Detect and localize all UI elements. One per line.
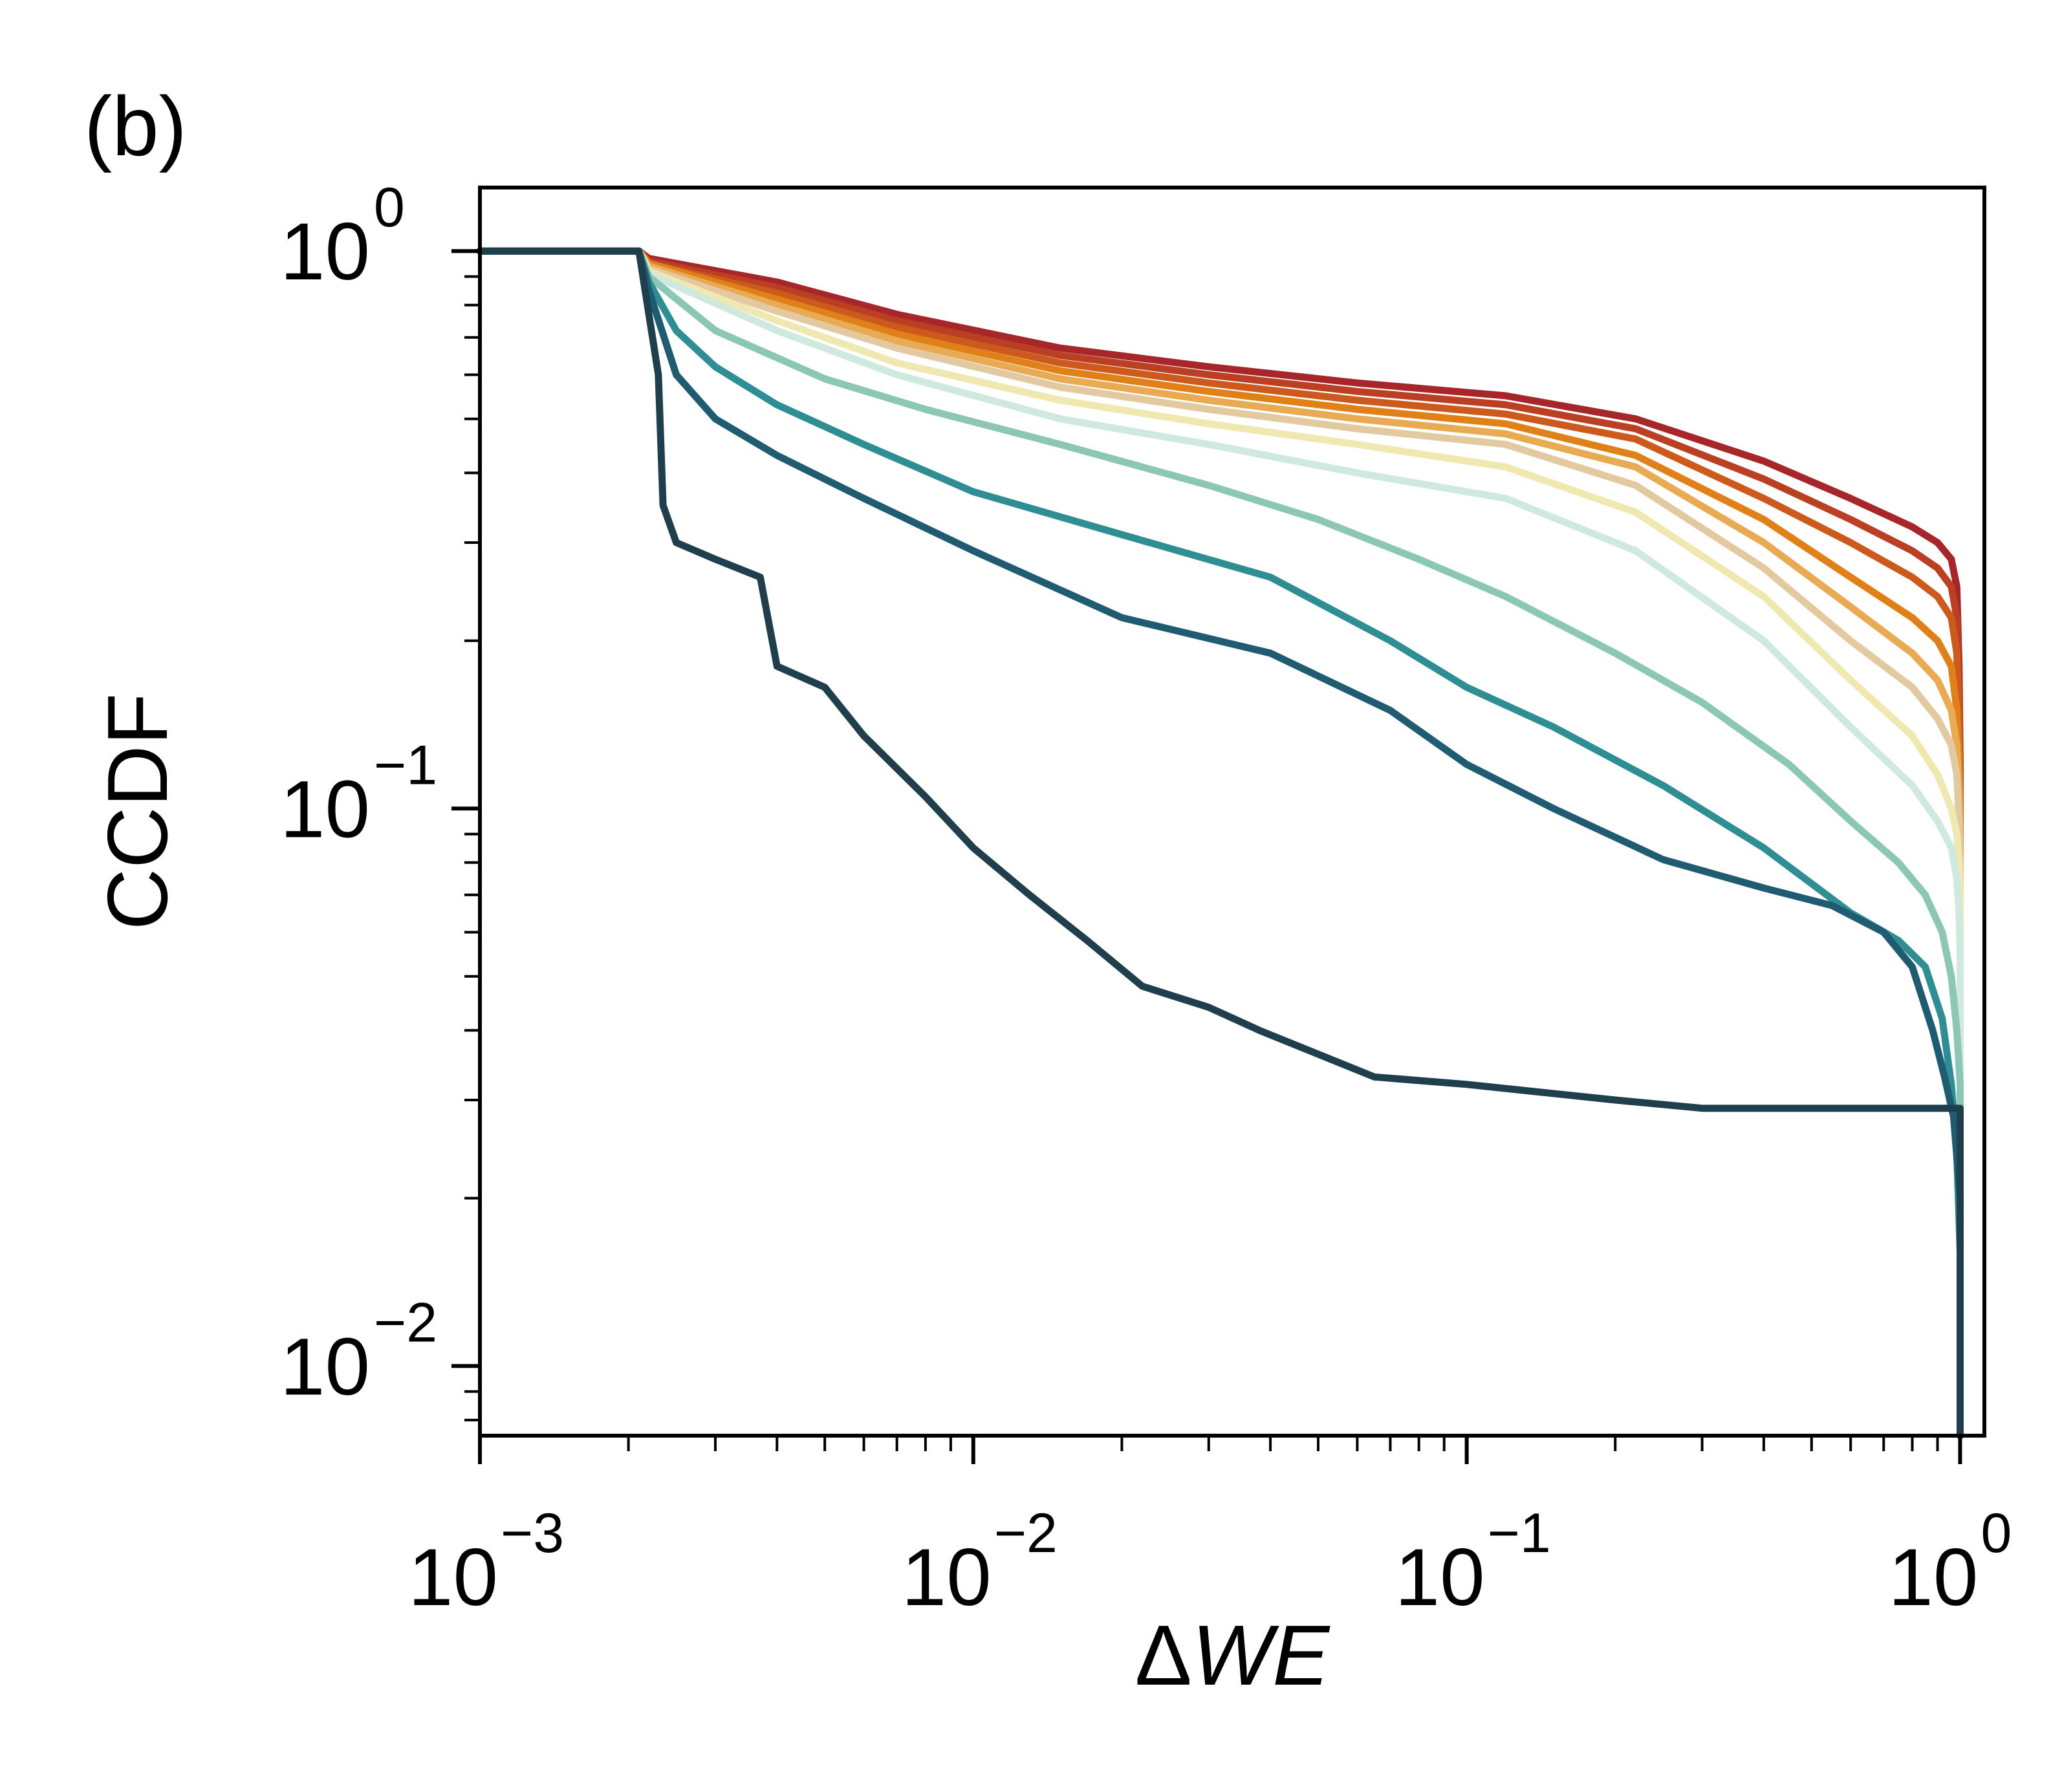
x-tick-label: 10 [1888,1533,1978,1623]
x-axis-title-delta: Δ [1135,1608,1192,1703]
series-line-8 [476,247,1964,1440]
series-line-11 [476,247,1964,1440]
series-line-1 [476,247,1964,1440]
panel-label: (b) [84,79,187,173]
series-line-7 [476,247,1964,1440]
x-axis-title: ΔWE [1135,1608,1331,1703]
x-tick-exponent: −3 [501,1502,564,1564]
x-tick-exponent: −2 [994,1502,1058,1564]
axes-frame [478,186,1986,1438]
series-layer [476,247,1964,1440]
series-line-12 [476,247,1964,1440]
x-tick-label: 10 [1395,1533,1485,1623]
y-tick-label: 10 [280,764,370,854]
x-tick-label: 10 [408,1533,498,1623]
series-line-2 [476,247,1964,1440]
y-tick-exponent: 0 [374,177,405,239]
x-tick-label: 10 [902,1533,992,1623]
series-line-9 [476,247,1964,1440]
series-line-10 [476,247,1964,1440]
series-line-5 [476,247,1964,1440]
x-axis-ticks: 10 −3 10 −2 10 −1 10 0 [408,1436,2012,1623]
series-line-6 [476,247,1964,1440]
series-line-3 [476,247,1964,1440]
y-tick-exponent: −1 [374,734,437,796]
y-tick-exponent: −2 [374,1291,437,1354]
x-tick-exponent: −1 [1488,1502,1551,1564]
x-axis-title-variable: WE [1192,1608,1331,1703]
y-tick-label: 10 [280,1322,370,1412]
y-axis-title: CCDF [90,693,185,931]
y-tick-label: 10 [280,207,370,297]
x-tick-exponent: 0 [1981,1502,2012,1564]
series-line-4 [476,247,1964,1440]
